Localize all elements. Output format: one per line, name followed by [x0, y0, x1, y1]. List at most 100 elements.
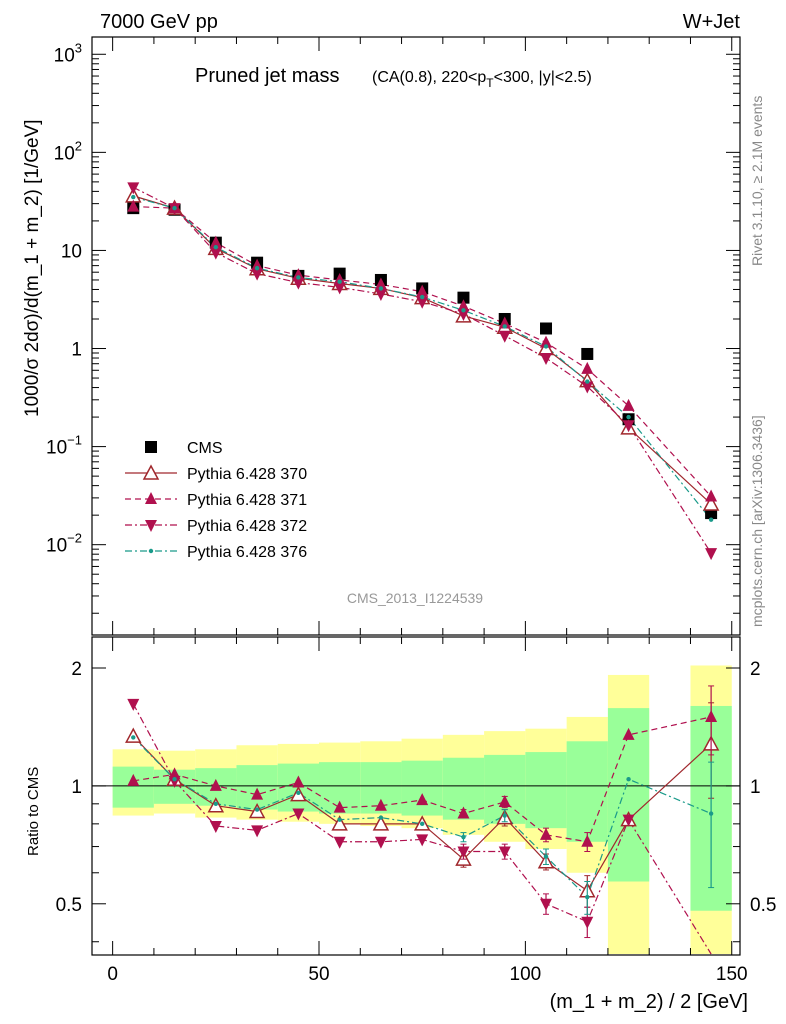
- data-point-s2-12: [622, 398, 635, 411]
- data-point-s2-3: [251, 258, 264, 271]
- mcplots-label: mcplots.cern.ch [arXiv:1306.3436]: [749, 415, 765, 627]
- ratio-y-tick-label-left: 0.5: [56, 895, 82, 916]
- data-point-s3-9: [498, 330, 511, 343]
- legend-label-1: Pythia 6.428 370: [187, 466, 307, 483]
- ratio-point-s2-8: [457, 846, 470, 859]
- data-point-s2-5: [333, 272, 346, 285]
- x-tick-label: 50: [308, 964, 329, 985]
- y-tick-label: 10−1: [46, 433, 82, 459]
- ratio-frame: [91, 636, 741, 956]
- data-point-s4-2: [213, 244, 219, 250]
- ratio-point-s3-8: [461, 834, 466, 840]
- y-tick-label: 10: [61, 241, 82, 262]
- ratio-point-s2-9: [498, 846, 511, 859]
- legend-marker-3: [145, 520, 157, 532]
- y-tick-label: 102: [54, 138, 82, 164]
- ratio-point-s1-11: [581, 834, 594, 847]
- ratio-panel: 0.5 0.5 1 1 2 2 0 50 100 150 Ratio to CMS: [25, 636, 776, 985]
- main-panel: 10−2 10−1 1 10 102 103 Pruned jet mass (CA(0.…: [22, 36, 741, 636]
- data-point-s2-11: [581, 361, 594, 374]
- ratio-point-s1-0: [127, 773, 140, 786]
- data-point-s3-13: [705, 548, 718, 561]
- ratio-point-s3-1: [172, 777, 177, 782]
- data-point-s4-7: [419, 294, 425, 300]
- ratio-point-s2-6: [374, 836, 387, 849]
- ratio-y-tick-label-left: 1: [71, 777, 82, 798]
- data-point-s4-11: [585, 379, 590, 384]
- data-point-s2-13: [705, 489, 718, 502]
- data-point-s0-8: [457, 291, 470, 304]
- data-point-s0-10: [540, 322, 553, 335]
- ratio-point-s2-1: [168, 775, 181, 788]
- data-point-s0-13: [705, 507, 718, 520]
- rivet-label: Rivet 3.1.10, ≥ 2.1M events: [749, 96, 765, 266]
- ratio-point-s1-10: [540, 827, 553, 840]
- data-point-s4-5: [337, 279, 342, 284]
- ratio-point-s3-0: [131, 735, 136, 740]
- data-point-s2-6: [374, 277, 387, 290]
- data-point-s4-12: [626, 414, 631, 420]
- analysis-watermark: CMS_2013_I1224539: [347, 590, 483, 606]
- y-tick-label: 10−2: [46, 531, 82, 557]
- data-point-s3-5: [333, 282, 346, 295]
- data-point-s2-9: [498, 316, 511, 329]
- data-point-s4-8: [461, 308, 466, 313]
- ratio-point-s3-12: [626, 777, 631, 782]
- ratio-point-s1-12: [622, 727, 635, 740]
- data-point-s0-11: [581, 347, 594, 360]
- data-point-s2-8: [457, 299, 470, 312]
- header-left: 7000 GeV pp: [100, 11, 218, 33]
- data-point-s3-8: [457, 308, 470, 321]
- ratio-point-s3-4: [296, 790, 301, 796]
- ratio-point-s2-0: [127, 698, 140, 711]
- ratio-point-s3-13: [708, 811, 714, 816]
- ratio-y-tick-label-right: 2: [750, 659, 761, 680]
- data-point-s3-11: [581, 381, 594, 394]
- ratio-point-s1-13: [705, 709, 718, 722]
- series-line-1: [133, 195, 712, 505]
- data-point-s3-12: [622, 420, 635, 433]
- y-axis-label: 1000/σ 2dσ)/d(m_1 + m_2) [1/GeV]: [22, 119, 43, 417]
- data-point-s4-3: [254, 265, 260, 271]
- band-green-7: [401, 760, 443, 816]
- ratio-point-s1-4: [292, 775, 305, 788]
- main-frame: [91, 36, 741, 636]
- data-point-s3-10: [540, 353, 553, 366]
- data-point-s3-3: [251, 268, 264, 281]
- data-point-s2-2: [209, 235, 222, 248]
- ratio-point-s0-6: [372, 815, 390, 831]
- ratio-point-s2-2: [209, 820, 222, 833]
- data-point-s3-6: [374, 288, 387, 301]
- data-point-s4-10: [543, 344, 549, 349]
- legend-marker-4: [148, 548, 154, 554]
- legend-label-2: Pythia 6.428 371: [187, 492, 307, 509]
- ratio-point-s3-10: [543, 854, 549, 859]
- band-green-3: [236, 765, 278, 810]
- data-point-s4-6: [378, 286, 384, 291]
- data-point-s4-4: [296, 275, 301, 280]
- ratio-point-s1-3: [251, 787, 264, 800]
- x-axis-label: (m_1 + m_2) / 2 [GeV]: [550, 991, 748, 1013]
- data-point-s2-4: [292, 268, 305, 281]
- ratio-point-s1-5: [333, 800, 346, 813]
- ratio-point-s3-9: [502, 813, 507, 818]
- ratio-point-s0-5: [331, 815, 348, 831]
- ratio-y-tick-label-right: 0.5: [750, 895, 776, 916]
- legend-label-3: Pythia 6.428 372: [187, 518, 307, 535]
- data-point-s4-13: [708, 517, 714, 522]
- data-point-s4-1: [172, 205, 177, 211]
- ratio-point-s3-7: [419, 821, 425, 827]
- legend-label-0: CMS: [187, 440, 223, 457]
- ratio-point-s2-7: [416, 834, 429, 847]
- ratio-point-s3-5: [337, 817, 342, 822]
- data-point-s3-0: [127, 182, 140, 195]
- legend-marker-0: [145, 441, 157, 453]
- plot-title-main: Pruned jet mass: [195, 65, 340, 87]
- series-line-2: [133, 205, 712, 497]
- data-point-s4-9: [502, 324, 507, 329]
- y-tick-label: 103: [54, 40, 82, 66]
- data-point-s2-7: [416, 284, 429, 297]
- ratio-point-s2-11: [581, 916, 594, 929]
- x-tick-label: 100: [510, 964, 542, 985]
